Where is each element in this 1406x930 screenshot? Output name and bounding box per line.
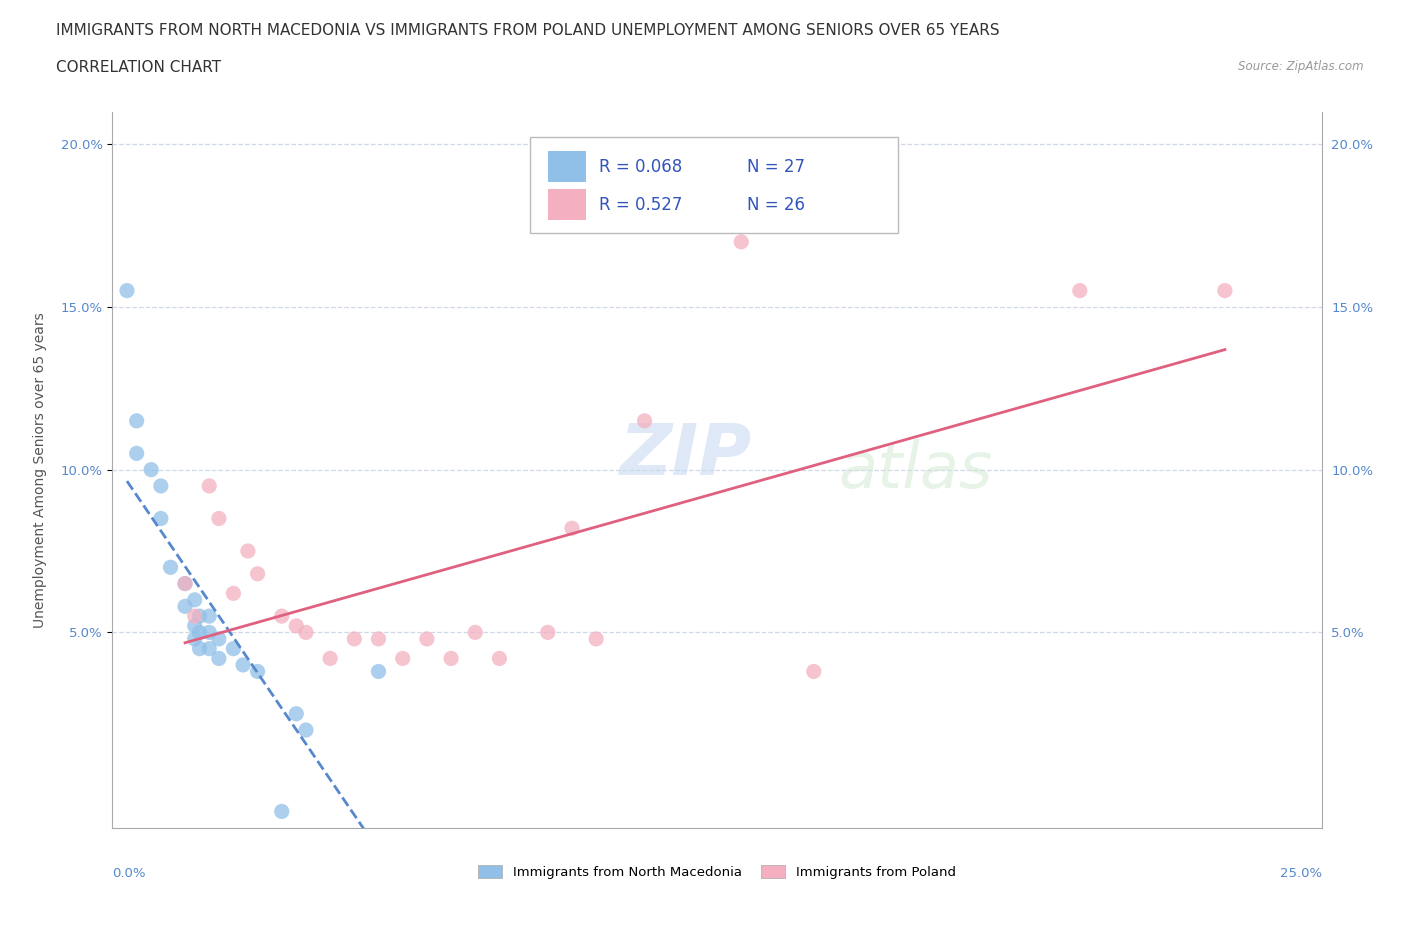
- Point: [183, 631, 205, 646]
- Point: [125, 413, 148, 428]
- Point: [198, 608, 221, 623]
- Point: [730, 234, 752, 249]
- Point: [198, 625, 221, 640]
- Text: 0.0%: 0.0%: [112, 867, 146, 880]
- Point: [149, 511, 172, 525]
- Point: [174, 576, 197, 591]
- Text: 25.0%: 25.0%: [1279, 867, 1322, 880]
- FancyBboxPatch shape: [548, 151, 586, 182]
- FancyBboxPatch shape: [548, 189, 586, 220]
- Point: [1213, 283, 1236, 298]
- Point: [561, 521, 583, 536]
- Text: R = 0.527: R = 0.527: [599, 195, 682, 214]
- Point: [115, 283, 138, 298]
- Point: [198, 642, 221, 657]
- Point: [367, 664, 389, 679]
- Point: [141, 462, 163, 477]
- Point: [188, 608, 211, 623]
- Point: [440, 651, 463, 666]
- Text: Source: ZipAtlas.com: Source: ZipAtlas.com: [1239, 60, 1364, 73]
- Text: N = 27: N = 27: [748, 158, 806, 176]
- Point: [188, 642, 211, 657]
- Y-axis label: Unemployment Among Seniors over 65 years: Unemployment Among Seniors over 65 years: [32, 312, 46, 628]
- Text: ZIP: ZIP: [620, 421, 752, 490]
- Point: [367, 631, 389, 646]
- Point: [208, 511, 231, 525]
- Point: [391, 651, 413, 666]
- Point: [1069, 283, 1091, 298]
- Text: CORRELATION CHART: CORRELATION CHART: [56, 60, 221, 75]
- Point: [464, 625, 486, 640]
- Point: [232, 658, 254, 672]
- Point: [295, 723, 318, 737]
- Point: [125, 445, 148, 460]
- Point: [295, 625, 318, 640]
- Point: [343, 631, 366, 646]
- Point: [270, 804, 292, 819]
- Point: [183, 608, 205, 623]
- Point: [183, 592, 205, 607]
- Point: [188, 625, 211, 640]
- Point: [270, 608, 292, 623]
- Point: [803, 664, 825, 679]
- Point: [208, 651, 231, 666]
- Point: [159, 560, 181, 575]
- Point: [174, 576, 197, 591]
- Text: N = 26: N = 26: [748, 195, 806, 214]
- Point: [208, 631, 231, 646]
- Point: [236, 543, 259, 558]
- Point: [174, 599, 197, 614]
- Point: [183, 618, 205, 633]
- Point: [537, 625, 560, 640]
- Point: [149, 478, 172, 493]
- Point: [285, 707, 308, 722]
- Point: [285, 618, 308, 633]
- Point: [246, 566, 269, 581]
- Point: [416, 631, 439, 646]
- Point: [585, 631, 607, 646]
- Point: [222, 586, 245, 601]
- Point: [319, 651, 342, 666]
- Point: [198, 478, 221, 493]
- Legend: Immigrants from North Macedonia, Immigrants from Poland: Immigrants from North Macedonia, Immigra…: [472, 858, 962, 885]
- Point: [246, 664, 269, 679]
- Text: IMMIGRANTS FROM NORTH MACEDONIA VS IMMIGRANTS FROM POLAND UNEMPLOYMENT AMONG SEN: IMMIGRANTS FROM NORTH MACEDONIA VS IMMIG…: [56, 23, 1000, 38]
- Point: [222, 642, 245, 657]
- Point: [633, 413, 655, 428]
- Text: R = 0.068: R = 0.068: [599, 158, 682, 176]
- Text: atlas: atlas: [838, 439, 993, 500]
- FancyBboxPatch shape: [530, 137, 898, 233]
- Point: [488, 651, 510, 666]
